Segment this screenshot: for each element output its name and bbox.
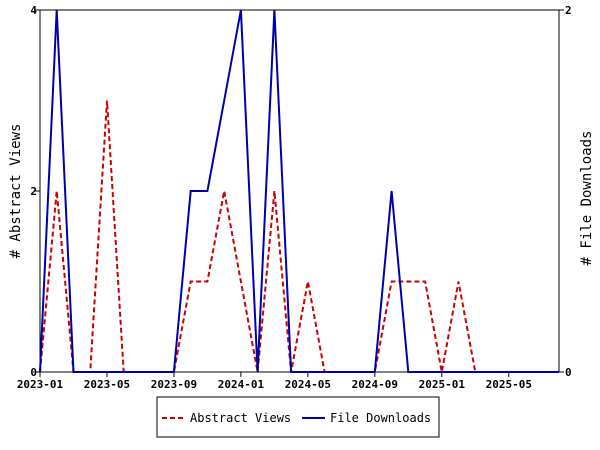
y-axis-left: 0 2 4 — [30, 4, 40, 379]
y-axis-right-title: # File Downloads — [579, 131, 595, 266]
legend-box — [156, 396, 440, 438]
y-axis-right: 02 — [559, 4, 572, 379]
legend-label-file-downloads: File Downloads — [330, 411, 431, 425]
x-tick-label: 2023-01 — [17, 378, 64, 391]
x-tick-label: 2023-09 — [151, 378, 197, 391]
legend: Abstract Views File Downloads — [156, 396, 440, 438]
plot-area — [39, 9, 560, 373]
x-tick-label: 2025-05 — [486, 378, 532, 391]
x-tick-label: 2024-05 — [285, 378, 331, 391]
x-tick-label: 2023-05 — [84, 378, 130, 391]
y-left-tick-label: 2 — [30, 185, 37, 198]
x-axis: 2023-01 2023-05 2023-09 2024-01 2024-05 2024-… — [17, 372, 532, 391]
y-right-tick-label: 2 — [565, 4, 572, 17]
y-left-tick-label: 0 — [30, 366, 37, 379]
y-axis-left-title: # Abstract Views — [8, 124, 24, 259]
series-layer — [39, 9, 559, 373]
x-tick-label: 2025-01 — [419, 378, 466, 391]
x-tick-label: 2024-01 — [218, 378, 265, 391]
series-line-abstract-views — [39, 100, 559, 373]
y-left-tick-label: 4 — [30, 4, 37, 17]
x-tick-label: 2024-09 — [352, 378, 398, 391]
legend-label-abstract-views: Abstract Views — [190, 411, 291, 425]
y-right-tick-label: 0 — [565, 366, 572, 379]
series-line-file-downloads — [39, 9, 559, 373]
